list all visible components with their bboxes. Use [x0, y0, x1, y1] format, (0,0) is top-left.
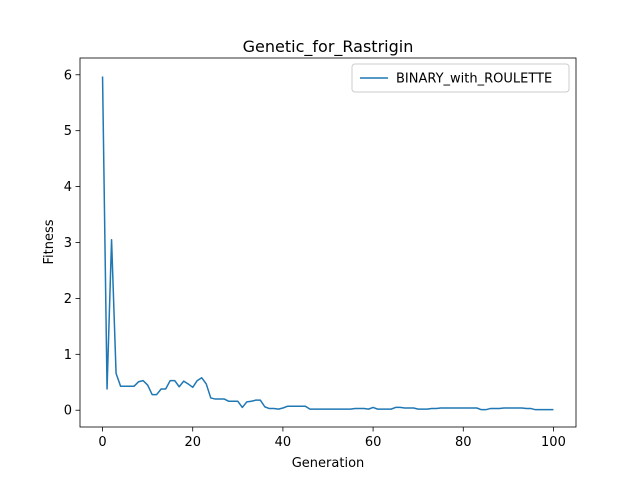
y-tick-label: 5 — [64, 124, 72, 139]
legend-label: BINARY_with_ROULETTE — [396, 72, 552, 87]
x-axis-label: Generation — [292, 456, 365, 471]
y-axis-label: Fitness — [42, 219, 57, 264]
series-line-0 — [101, 76, 554, 411]
chart-title: Genetic_for_Rastrigin — [243, 37, 414, 57]
x-tick-label: 0 — [98, 435, 106, 450]
y-tick-label: 1 — [64, 348, 72, 363]
x-tick-label: 60 — [365, 435, 382, 450]
x-tick-label: 80 — [455, 435, 472, 450]
y-tick-label: 2 — [64, 292, 72, 307]
y-tick-label: 4 — [64, 180, 72, 195]
y-tick-label: 3 — [64, 236, 72, 251]
x-tick-label: 100 — [541, 435, 566, 450]
y-tick-label: 0 — [64, 404, 72, 419]
y-tick-label: 6 — [64, 68, 72, 83]
x-tick-label: 40 — [275, 435, 292, 450]
legend-box — [351, 63, 570, 93]
plot-area: 0 20 40 60 80 100 0 1 2 3 4 5 6 BINARY_with_ROULETTE — [64, 57, 577, 450]
x-tick-label: 20 — [184, 435, 201, 450]
